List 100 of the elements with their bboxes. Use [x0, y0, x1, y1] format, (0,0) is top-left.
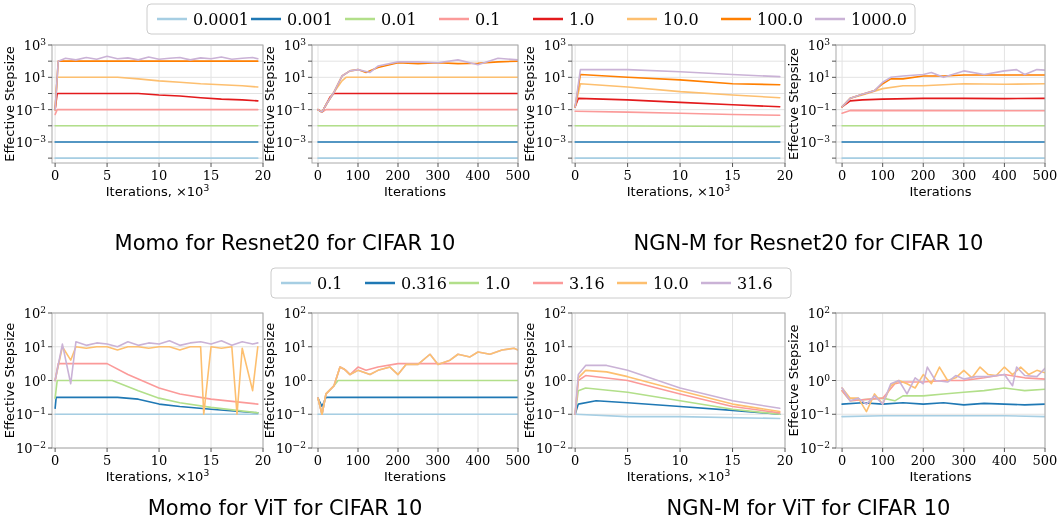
- x-tick-label: 200: [385, 168, 411, 183]
- y-axis-title: Effective Stepsize: [262, 46, 277, 162]
- y-tick-label: 10$^{1}$: [543, 69, 566, 86]
- x-tick-label: 300: [951, 168, 977, 183]
- x-tick-label: 200: [910, 453, 936, 468]
- x-tick-label: 20: [254, 453, 272, 468]
- x-axis-title: Iterations, ×10$^{3}$: [105, 183, 210, 199]
- y-tick-label: 10$^{−1}$: [800, 406, 830, 423]
- x-tick-label: 300: [425, 168, 451, 183]
- x-tick-label: 500: [1032, 168, 1058, 183]
- x-tick-label: 0: [50, 453, 60, 468]
- y-tick-label: 10$^{1}$: [23, 69, 46, 86]
- legend-label: 1000.0: [851, 10, 907, 29]
- y-tick-label: 10$^{1}$: [807, 338, 830, 355]
- y-tick-label: 10$^{1}$: [283, 338, 306, 355]
- x-tick-label: 20: [254, 168, 272, 183]
- y-tick-label: 10$^{−3}$: [536, 133, 567, 150]
- y-tick-label: 10$^{2}$: [23, 305, 46, 321]
- y-tick-label: 10$^{1}$: [543, 338, 566, 355]
- x-tick-label: 0: [837, 453, 847, 468]
- y-tick-label: 10$^{−1}$: [16, 101, 46, 118]
- x-axis-title: Iterations, ×10$^{3}$: [626, 468, 731, 484]
- y-tick-label: 10$^{−2}$: [536, 440, 566, 456]
- legend-label: 10.0: [663, 10, 699, 29]
- x-tick-label: 200: [385, 453, 411, 468]
- y-tick-label: 10$^{3}$: [23, 37, 47, 53]
- x-tick-label: 10: [671, 453, 689, 468]
- x-tick-label: 500: [505, 168, 531, 183]
- x-axis-title: Iterations: [384, 184, 447, 199]
- x-tick-label: 0: [837, 168, 847, 183]
- y-tick-label: 10$^{3}$: [283, 37, 307, 53]
- x-tick-label: 400: [992, 453, 1017, 468]
- x-tick-label: 400: [465, 453, 491, 468]
- x-tick-label: 10: [150, 168, 168, 183]
- text: NGN-M for ViT for CIFAR 10: [666, 496, 951, 520]
- x-tick-label: 0: [571, 168, 580, 183]
- y-axis-title: Effective Stepsize: [2, 322, 17, 439]
- y-axis-title: Effective Stepsize: [2, 46, 17, 162]
- x-tick-label: 0: [313, 453, 323, 468]
- x-tick-label: 20: [776, 168, 794, 183]
- y-tick-label: 10$^{−1}$: [536, 406, 566, 423]
- legend-label: 1.0: [569, 10, 595, 29]
- x-tick-label: 300: [425, 453, 451, 468]
- y-tick-label: 10$^{1}$: [807, 69, 830, 86]
- x-tick-label: 100: [345, 168, 371, 183]
- y-tick-label: 10$^{−1}$: [800, 101, 830, 118]
- x-tick-label: 100: [345, 453, 371, 468]
- x-tick-label: 15: [724, 453, 741, 468]
- legend-label: 0.1: [317, 274, 343, 293]
- x-tick-label: 0: [571, 453, 580, 468]
- x-tick-label: 400: [992, 168, 1017, 183]
- y-tick-label: 10$^{−2}$: [16, 440, 46, 456]
- y-tick-label: 10$^{3}$: [543, 37, 567, 53]
- legend-label: 0.316: [401, 274, 447, 293]
- y-tick-label: 10$^{0}$: [23, 372, 47, 389]
- y-tick-label: 10$^{2}$: [283, 305, 306, 321]
- x-tick-label: 200: [910, 168, 936, 183]
- x-tick-label: 5: [102, 453, 112, 468]
- y-tick-label: 10$^{−1}$: [536, 101, 566, 118]
- legend-label: 3.16: [569, 274, 605, 293]
- y-axis-title: Effective Stepsize: [262, 322, 277, 439]
- x-tick-label: 15: [202, 168, 220, 183]
- legend-label: 31.6: [737, 274, 773, 293]
- legend-label: 0.01: [381, 10, 417, 29]
- y-tick-label: 10$^{−1}$: [276, 101, 306, 118]
- x-tick-label: 5: [623, 453, 632, 468]
- y-tick-label: 10$^{−3}$: [276, 133, 307, 150]
- x-axis-title: Iterations, ×10$^{3}$: [105, 468, 210, 484]
- x-tick-label: 500: [505, 453, 531, 468]
- y-tick-label: 10$^{0}$: [283, 372, 307, 389]
- y-axis-title: Effective Stepsize: [522, 322, 537, 439]
- x-tick-label: 400: [465, 168, 491, 183]
- x-tick-label: 10: [671, 168, 689, 183]
- x-tick-label: 15: [202, 453, 220, 468]
- y-axis-title: Effective Stepsize: [522, 46, 537, 162]
- y-tick-label: 10$^{−1}$: [16, 406, 46, 423]
- legend-label: 0.1: [475, 10, 501, 29]
- legend-label: 100.0: [757, 10, 803, 29]
- y-tick-label: 10$^{1}$: [283, 69, 306, 86]
- y-tick-label: 10$^{−2}$: [800, 440, 830, 456]
- y-tick-label: 10$^{2}$: [807, 305, 830, 321]
- y-tick-label: 10$^{−1}$: [276, 406, 306, 423]
- x-tick-label: 100: [870, 168, 896, 183]
- x-tick-label: 10: [150, 453, 168, 468]
- x-tick-label: 100: [870, 453, 896, 468]
- y-axis-title: Effectve Stepsize: [786, 324, 801, 437]
- y-axis-title: Effectve Stepsize: [786, 47, 801, 161]
- x-tick-label: 0: [313, 168, 323, 183]
- x-axis-title: Iterations: [909, 469, 972, 484]
- y-tick-label: 10$^{−3}$: [800, 133, 831, 150]
- x-axis-title: Iterations: [384, 469, 447, 484]
- legend-label: 10.0: [653, 274, 689, 293]
- x-tick-label: 15: [724, 168, 741, 183]
- y-tick-label: 10$^{−2}$: [276, 440, 306, 456]
- y-tick-label: 10$^{2}$: [543, 305, 566, 321]
- legend-label: 0.0001: [193, 10, 249, 29]
- x-tick-label: 0: [50, 168, 60, 183]
- x-tick-label: 5: [623, 168, 632, 183]
- x-tick-label: 20: [776, 453, 794, 468]
- x-axis-title: Iterations, ×10$^{3}$: [626, 183, 731, 199]
